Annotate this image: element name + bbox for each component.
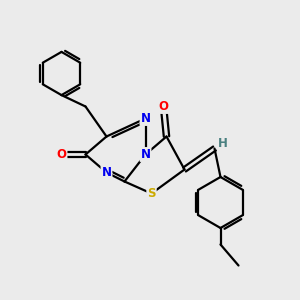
Text: N: N (101, 166, 112, 179)
Text: N: N (140, 112, 151, 125)
Text: O: O (56, 148, 67, 161)
Text: H: H (218, 136, 228, 150)
Text: N: N (140, 148, 151, 161)
Text: S: S (147, 187, 156, 200)
Text: O: O (158, 100, 169, 113)
